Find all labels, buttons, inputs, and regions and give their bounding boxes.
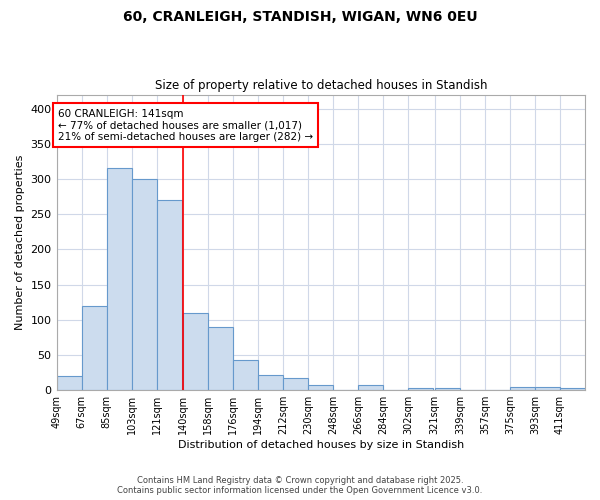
Bar [157,200,182,390]
Bar [560,388,585,390]
Bar [510,388,535,390]
Bar [56,376,82,390]
Bar [183,313,208,390]
Text: Contains HM Land Registry data © Crown copyright and database right 2025.
Contai: Contains HM Land Registry data © Crown c… [118,476,482,495]
X-axis label: Distribution of detached houses by size in Standish: Distribution of detached houses by size … [178,440,464,450]
Bar [208,327,233,390]
Bar [409,388,433,390]
Bar [435,388,460,390]
Bar [82,306,107,390]
Bar [258,374,283,390]
Bar [107,168,131,390]
Bar [358,386,383,390]
Title: Size of property relative to detached houses in Standish: Size of property relative to detached ho… [155,79,487,92]
Text: 60, CRANLEIGH, STANDISH, WIGAN, WN6 0EU: 60, CRANLEIGH, STANDISH, WIGAN, WN6 0EU [122,10,478,24]
Bar [535,388,560,390]
Bar [131,179,157,390]
Y-axis label: Number of detached properties: Number of detached properties [15,154,25,330]
Bar [283,378,308,390]
Text: 60 CRANLEIGH: 141sqm
← 77% of detached houses are smaller (1,017)
21% of semi-de: 60 CRANLEIGH: 141sqm ← 77% of detached h… [58,108,313,142]
Bar [233,360,258,390]
Bar [308,384,333,390]
